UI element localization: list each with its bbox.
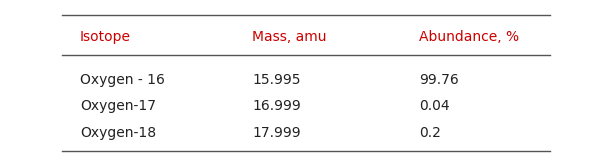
Text: Isotope: Isotope bbox=[80, 30, 131, 44]
Text: 15.995: 15.995 bbox=[253, 73, 301, 87]
Text: 99.76: 99.76 bbox=[419, 73, 458, 87]
Text: Oxygen - 16: Oxygen - 16 bbox=[80, 73, 165, 87]
Text: Oxygen-17: Oxygen-17 bbox=[80, 99, 156, 113]
Text: 0.2: 0.2 bbox=[419, 125, 441, 140]
Text: Mass, amu: Mass, amu bbox=[253, 30, 327, 44]
Text: 16.999: 16.999 bbox=[253, 99, 301, 113]
Text: 17.999: 17.999 bbox=[253, 125, 301, 140]
Text: Oxygen-18: Oxygen-18 bbox=[80, 125, 156, 140]
Text: 0.04: 0.04 bbox=[419, 99, 449, 113]
Text: Abundance, %: Abundance, % bbox=[419, 30, 519, 44]
